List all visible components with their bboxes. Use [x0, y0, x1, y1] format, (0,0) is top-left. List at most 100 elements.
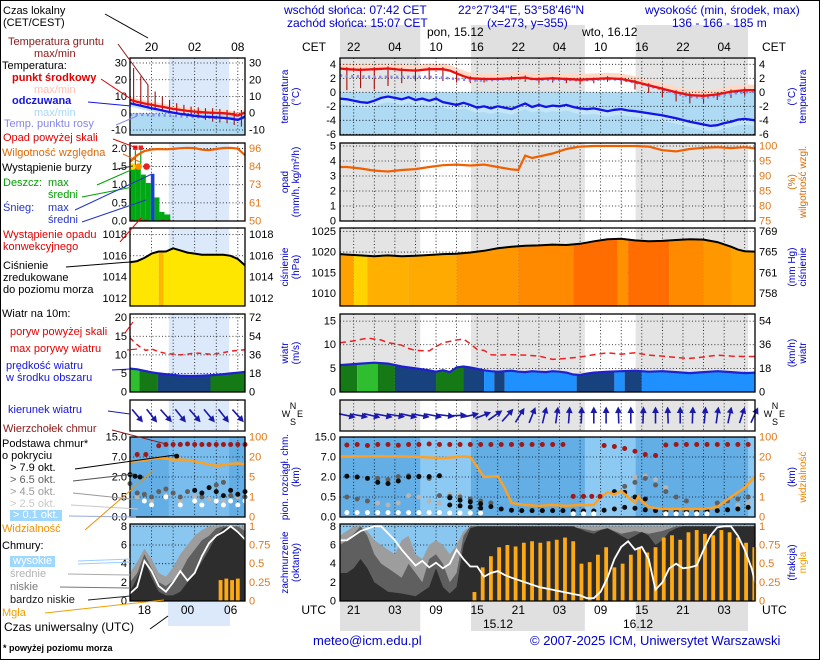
- axis-tick-label: 5: [759, 472, 765, 484]
- legend-prędkość-wiatru: prędkość wiatru: [6, 360, 84, 372]
- axis-tick-label: 1: [249, 521, 255, 533]
- legend-wysokie: wysokie: [10, 556, 56, 567]
- axis-tick-label: 0: [121, 387, 127, 399]
- axis-tick-label: 36: [249, 349, 261, 361]
- axis-tick-label: 18: [759, 363, 771, 375]
- unit-label-b-l: (oktanty): [291, 543, 302, 582]
- axis-tick-label: 22: [512, 40, 526, 54]
- legend-do-poziomu-morza: do poziomu morza: [3, 284, 94, 296]
- axis-tick-label: 04: [553, 40, 567, 54]
- legend-widzialność: Widzialność: [2, 523, 61, 535]
- axis-tick-label: 10: [324, 339, 336, 351]
- utc-caption-left: UTC: [301, 603, 326, 617]
- axis-tick-label: 2: [330, 577, 336, 589]
- legend->-7.9-okt.: > 7.9 okt.: [10, 462, 56, 474]
- axis-tick-label: 10: [429, 40, 443, 54]
- axis-tick-label: 4: [330, 59, 336, 71]
- axis-tick-label: 5: [330, 363, 336, 375]
- axis-tick-label: 0.25: [249, 577, 270, 589]
- axis-tick-label: 0: [330, 87, 336, 99]
- axis-tick-label: 0: [249, 387, 255, 399]
- axis-tick-label: 73: [249, 179, 261, 191]
- axis-tick-label: 5: [121, 368, 127, 380]
- legend-temperatura-: Temperatura:: [2, 60, 67, 72]
- legend->-4.5-okt.: > 4.5 okt.: [10, 486, 56, 498]
- utc-caption-right: UTC: [762, 603, 787, 617]
- unit-label-o-l: (mm/h, kg/m²/h): [291, 147, 302, 218]
- axis-tick-label: 1015: [312, 267, 336, 279]
- legend--cet-cest-: (CET/CEST): [3, 17, 65, 29]
- axis-tick-label: 10: [115, 349, 127, 361]
- legend-wystąpienie-burzy: Wystąpienie burzy: [2, 162, 92, 174]
- axis-tick-label: 0.5: [321, 492, 336, 504]
- legend-temperatura-gruntu: Temperatura gruntu: [8, 36, 104, 48]
- compass-e: E: [779, 409, 785, 419]
- axis-tick-label: 72: [249, 312, 261, 324]
- unit-label-b-r: (frakcja): [787, 544, 798, 580]
- axis-tick-label: 0: [759, 387, 765, 399]
- clouds-ext-main-chart: [339, 441, 756, 517]
- axis-tick-label: 4: [121, 558, 127, 570]
- legend-ciśnienie: Ciśnienie: [3, 260, 49, 272]
- legend-czas-lokalny: Czas lokalny: [3, 5, 66, 17]
- legend-mgła: Mgła: [2, 607, 26, 619]
- legend-niskie: niskie: [10, 581, 39, 593]
- axis-tick-label: 50: [249, 216, 261, 228]
- coordinates: 22°27'34"E, 53°58'46"N: [458, 3, 585, 17]
- contact-email-link[interactable]: meteo@icm.edu.pl: [313, 633, 422, 648]
- unit-label-t-l: (°C): [291, 88, 302, 106]
- unit-label-w-r: wiatr: [798, 342, 809, 365]
- legend-wystąpienie-opadu: Wystąpienie opadu: [3, 229, 97, 241]
- axis-tick-label: 4: [759, 59, 765, 71]
- compass-s: S: [290, 417, 296, 427]
- unit-label-b-l: zachmurzenie: [280, 531, 291, 594]
- legend-deszcz-: Deszcz:: [3, 177, 43, 189]
- legend-czas-uniwersalny-utc-: Czas uniwersalny (UTC): [4, 620, 135, 634]
- legend-średnie: średnie: [10, 568, 47, 580]
- legend-max-min: max/min: [34, 84, 76, 96]
- axis-tick-label: 22: [676, 40, 690, 54]
- axis-tick-label: 61: [249, 197, 261, 209]
- legend-w-środku-obszaru: w środku obszaru: [6, 372, 93, 384]
- axis-tick-label: 08: [231, 40, 245, 54]
- precip-main-chart: [340, 144, 756, 173]
- axis-tick-label: 0.5: [112, 197, 127, 209]
- precip-mini-chart: [129, 145, 246, 221]
- axis-tick-label: 15: [635, 603, 649, 617]
- legend-konwekcyjnego: konwekcyjnego: [3, 241, 79, 253]
- unit-label-w-r: (km/h): [787, 339, 798, 367]
- axis-tick-label: 2.0: [112, 472, 127, 484]
- cet-caption-right: CET: [762, 40, 787, 54]
- axis-tick-label: 2.0: [321, 472, 336, 484]
- wind-direction-mini: [131, 408, 244, 423]
- legend->-0.1-okt.: > 0.1 okt.: [10, 510, 62, 521]
- axis-tick-label: 1016: [103, 250, 127, 262]
- unit-label-p-l: (hPa): [291, 255, 302, 279]
- compass-n: N: [290, 401, 297, 411]
- unit-label-p-r: (mm Hg): [787, 248, 798, 287]
- axis-tick-label: 0: [249, 512, 255, 524]
- axis-tick-label: 22: [347, 40, 361, 54]
- axis-tick-label: 21: [676, 603, 690, 617]
- axis-tick-label: 10: [249, 91, 261, 103]
- axis-tick-label: 03: [717, 603, 731, 617]
- legend->-6.5-okt.: > 6.5 okt.: [10, 474, 56, 486]
- axis-tick-label: 1012: [249, 293, 273, 305]
- unit-label-c-r: widzialność: [798, 451, 809, 503]
- axis-tick-label: 100: [759, 432, 777, 444]
- axis-tick-label: 1020: [312, 247, 336, 259]
- legend-bardzo-niskie: bardzo niskie: [10, 594, 75, 606]
- compass-e: E: [297, 409, 303, 419]
- legend-wiatr-na-10m-: Wiatr na 10m:: [2, 308, 71, 320]
- axis-tick-label: -10: [111, 124, 127, 136]
- grid-xy: (x=273, y=355): [487, 16, 568, 30]
- axis-tick-label: 04: [388, 40, 402, 54]
- axis-tick-label: 0.5: [759, 558, 774, 570]
- legend-max-min: max/min: [34, 48, 76, 60]
- axis-tick-label: 1: [759, 492, 765, 504]
- axis-tick-label: 04: [717, 40, 731, 54]
- unit-label-c-l: pion. rozciągł. chm.: [280, 434, 291, 520]
- legend-poryw-powyżej-skali: poryw powyżej skali: [10, 326, 108, 338]
- axis-tick-label: 0: [121, 108, 127, 120]
